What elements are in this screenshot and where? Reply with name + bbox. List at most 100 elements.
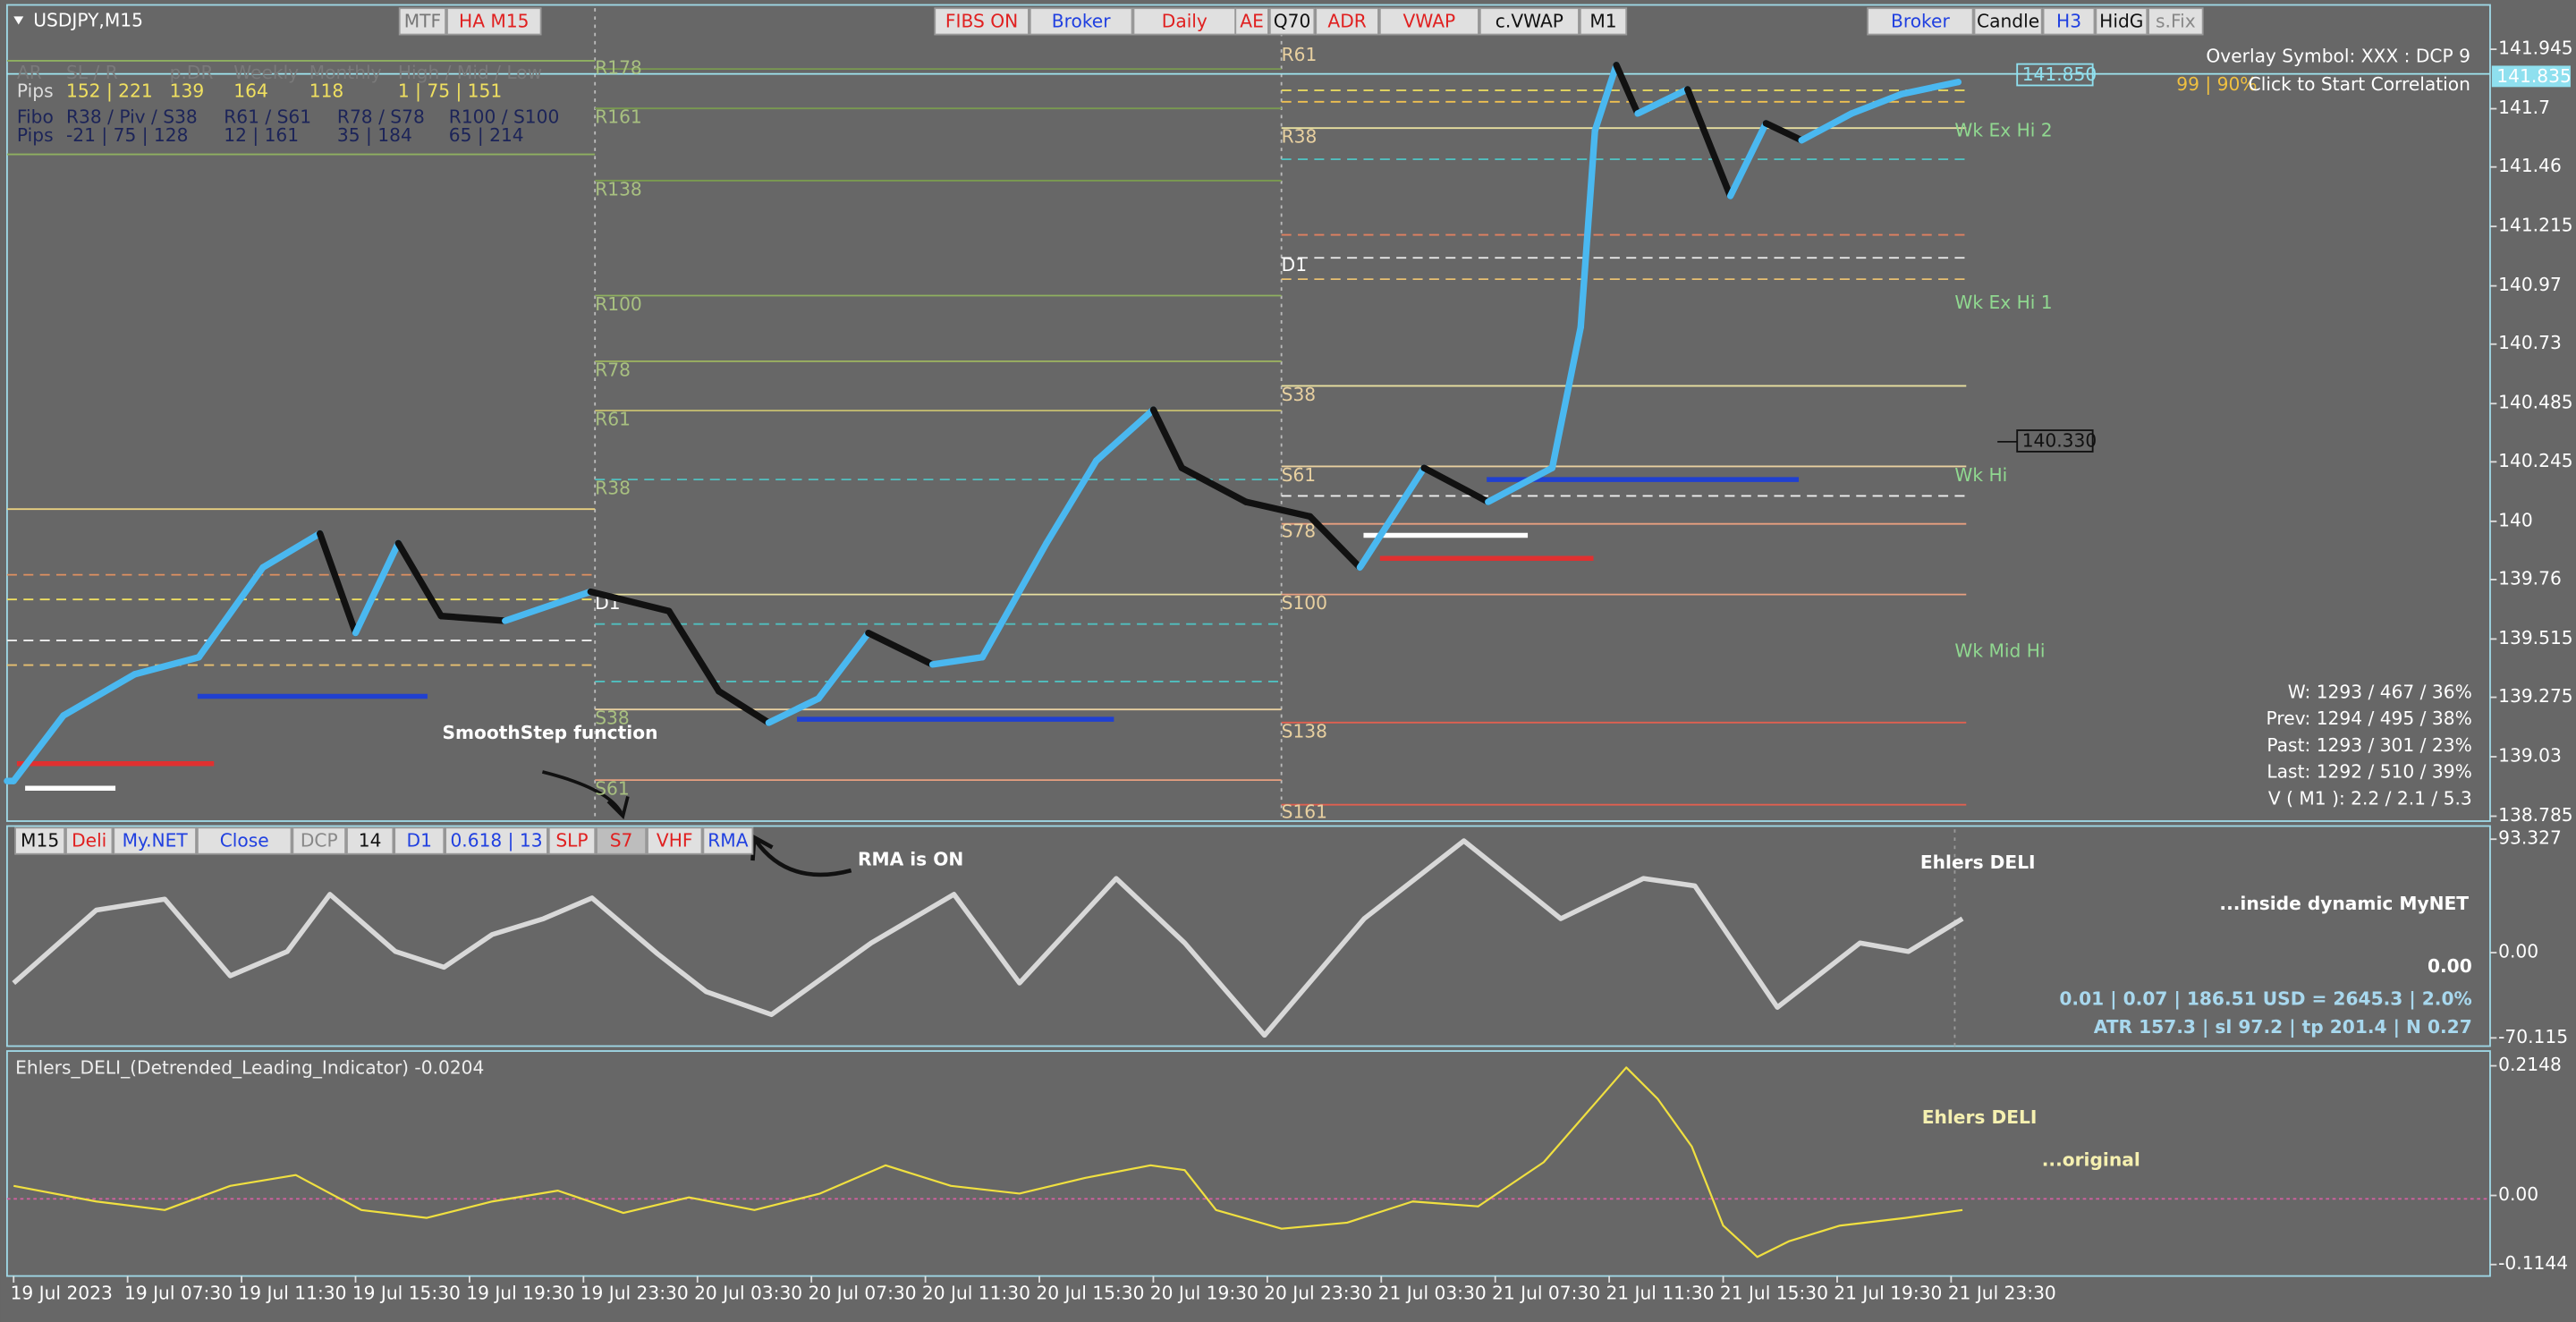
level-label: S38 — [595, 708, 630, 729]
price-segment — [394, 539, 445, 620]
button-label: Candle — [1977, 10, 2039, 31]
x-tick-label: 20 Jul 15:30 — [1036, 1282, 1144, 1303]
level-label: S161 — [1282, 801, 1327, 822]
panel-button[interactable] — [346, 826, 394, 855]
x-tick-label: 21 Jul 23:30 — [1948, 1282, 2056, 1303]
price-box-label: 141.835 — [2496, 65, 2571, 87]
panel-button[interactable] — [292, 826, 347, 855]
toolbar-button[interactable] — [1268, 7, 1316, 36]
panel-title: Ehlers DELI — [1920, 852, 2036, 873]
price-segment — [1043, 457, 1100, 547]
button-label: My.NET — [123, 829, 189, 851]
y-tick-label: 139.76 — [2498, 567, 2562, 589]
x-tick-label: 21 Jul 07:30 — [1492, 1282, 1600, 1303]
panel-button[interactable] — [394, 826, 445, 855]
toolbar-button[interactable] — [1378, 7, 1479, 36]
x-tick-label: 19 Jul 15:30 — [352, 1282, 461, 1303]
price-tag-label: 141.850 — [2022, 64, 2097, 85]
price-segment — [1178, 464, 1250, 505]
price-segment — [1591, 62, 1620, 134]
panel-button[interactable] — [196, 826, 292, 855]
info-cell: Fibo — [17, 106, 54, 128]
info-cell: 12 | 161 — [224, 124, 299, 146]
y-tick-label: 141.945 — [2498, 38, 2572, 59]
button-label: SLP — [555, 829, 588, 851]
toolbar-button[interactable] — [2148, 7, 2204, 36]
button-label: 0.618 | 13 — [450, 829, 542, 851]
stat-line: V ( M1 ): 2.2 / 2.1 / 5.3 — [2268, 787, 2472, 809]
toolbar-button[interactable] — [934, 7, 1030, 36]
y-tick-label: 139.03 — [2498, 745, 2562, 767]
x-tick-label: 21 Jul 11:30 — [1606, 1282, 1714, 1303]
toolbar-button[interactable] — [398, 7, 447, 36]
price-segment — [259, 530, 324, 572]
panel-button[interactable] — [702, 826, 754, 855]
panel-value: 0.00 — [2428, 955, 2472, 977]
panel-button[interactable] — [113, 826, 197, 855]
button-label: Daily — [1162, 10, 1208, 31]
level-label: S61 — [1282, 464, 1317, 486]
toolbar-button[interactable] — [1029, 7, 1133, 36]
info-cell: R38 / Piv / S38 — [66, 106, 198, 128]
weekly-label: Wk Ex Hi 1 — [1954, 292, 2052, 313]
panel-button[interactable] — [14, 826, 66, 855]
y-tick-label: 138.785 — [2498, 804, 2572, 826]
toolbar-button[interactable] — [1973, 7, 2043, 36]
panel-button[interactable] — [65, 826, 114, 855]
panel-info: ATR 157.3 | sl 97.2 | tp 201.4 | N 0.27 — [2094, 1016, 2472, 1038]
toolbar-button[interactable] — [2095, 7, 2148, 36]
level-label: R78 — [595, 359, 631, 380]
button-label: M1 — [1589, 10, 1616, 31]
info-cell: R100 / S100 — [449, 106, 560, 128]
info-cell: High / Mid / Low — [398, 62, 542, 83]
toolbar-button[interactable] — [2042, 7, 2096, 36]
x-tick-label: 21 Jul 03:30 — [1378, 1282, 1487, 1303]
y-tick-label: 139.275 — [2498, 685, 2572, 707]
y-tick-label: -70.115 — [2498, 1026, 2568, 1047]
level-label: R38 — [1282, 126, 1318, 148]
price-segment — [665, 607, 723, 695]
panel-button[interactable] — [547, 826, 597, 855]
mynet-line — [12, 838, 1964, 1038]
price-segment — [1420, 464, 1492, 505]
x-tick-label: 21 Jul 19:30 — [1834, 1282, 1942, 1303]
toolbar-button[interactable] — [446, 7, 542, 36]
button-label: DCP — [301, 829, 338, 851]
price-segment — [1634, 86, 1691, 117]
price-segment — [1613, 62, 1641, 117]
panel-button[interactable] — [445, 826, 548, 855]
panel-button[interactable] — [596, 826, 648, 855]
price-tag — [2016, 63, 2094, 87]
price-segment — [195, 564, 267, 661]
price-segment — [979, 539, 1050, 661]
info-cell: SL / R — [66, 62, 118, 83]
toolbar-button[interactable] — [1867, 7, 1974, 36]
info-cell: Weekly — [233, 62, 299, 83]
panel-button[interactable] — [647, 826, 703, 855]
y-tick-label: -0.1144 — [2498, 1252, 2568, 1274]
y-tick-label: 0.2148 — [2498, 1054, 2562, 1075]
button-label: Close — [220, 829, 269, 851]
y-tick-label: 139.515 — [2498, 627, 2572, 648]
info-cell: p.DR — [170, 62, 214, 83]
price-segment — [1762, 120, 1805, 144]
price-segment — [815, 629, 872, 702]
correlation-action[interactable]: Click to Start Correlation — [2249, 73, 2470, 95]
price-segment — [1577, 127, 1598, 331]
level-label: S38 — [1282, 384, 1317, 405]
toolbar-button[interactable] — [1479, 7, 1580, 36]
toolbar-button[interactable] — [1234, 7, 1269, 36]
toolbar-button[interactable] — [1579, 7, 1628, 36]
y-tick-label: 140 — [2498, 509, 2533, 530]
stat-line: Last: 1292 / 510 / 39% — [2267, 761, 2471, 783]
overlay-symbol: Overlay Symbol: XXX : DCP 9 — [2206, 46, 2470, 67]
price-segment — [10, 712, 67, 784]
button-label: FIBS ON — [945, 10, 1018, 31]
panel-title: Ehlers DELI — [1922, 1106, 2038, 1128]
indicator-label: Ehlers_DELI_(Detrended_Leading_Indicator… — [15, 1057, 484, 1079]
price-segment — [1848, 90, 1905, 117]
info-cell: Pips — [17, 124, 54, 146]
button-label: AE — [1240, 10, 1264, 31]
level-label: R61 — [1282, 44, 1318, 65]
toolbar-button[interactable] — [1315, 7, 1379, 36]
